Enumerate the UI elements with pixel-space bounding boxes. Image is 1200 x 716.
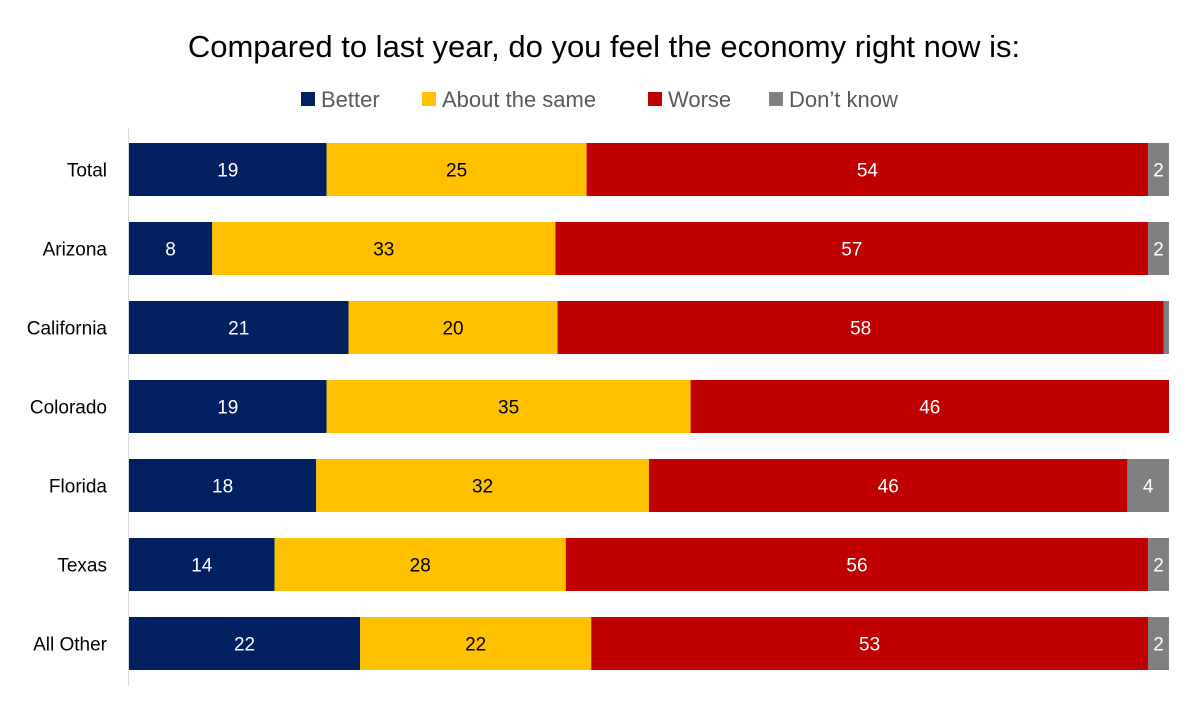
chart-title: Compared to last year, do you feel the e… [188,29,1020,64]
category-label: Arizona [43,240,108,261]
legend: Better About the same Worse Don’t know [301,87,898,112]
bar-row-texas: Texas 14 28 56 2 [57,538,1169,591]
data-label: 21 [228,319,249,340]
data-label: 57 [841,240,862,261]
bar-row-california: California 21 20 58 [27,301,1169,354]
data-label: 2 [1153,635,1164,656]
data-label: 2 [1153,556,1164,577]
data-label: 54 [857,161,879,182]
bar-segment-about-the-same [316,459,649,512]
bar-segment-better [129,459,317,512]
legend-label: Better [321,87,380,112]
data-label: 25 [446,161,467,182]
bar-segment-don-t-know [1148,143,1169,196]
data-label: 18 [212,477,233,498]
bar-segment-worse [565,538,1149,591]
bar-segment-about-the-same [348,301,558,354]
legend-item-worse: Worse [648,87,731,112]
data-label: 22 [465,635,486,656]
legend-item-better: Better [301,87,380,112]
legend-item-don-t-know: Don’t know [769,87,898,112]
category-label: All Other [33,635,108,656]
bar-row-colorado: Colorado 19 35 46 [30,380,1169,433]
bar-segment-better [129,617,361,670]
category-label: Colorado [30,398,107,419]
bar-segment-worse [690,380,1169,433]
bar-segment-worse [591,617,1148,670]
bar-segment-don-t-know [1148,538,1169,591]
bar-segment-worse [586,143,1149,196]
legend-item-about-the-same: About the same [422,87,596,112]
data-label: 32 [472,477,493,498]
bar-segment-about-the-same [212,222,556,275]
data-label: 56 [846,556,867,577]
bar-segment-don-t-know [1148,222,1169,275]
bar-row-all-other: All Other 22 22 53 2 [33,617,1169,670]
data-label: 46 [878,477,899,498]
data-label: 20 [442,319,463,340]
legend-swatch [648,92,662,106]
bar-segment-worse [649,459,1128,512]
bar-segment-better [129,301,349,354]
bar-segment-about-the-same [360,617,592,670]
legend-label: Worse [668,87,731,112]
bar-segment-better [129,143,327,196]
bar-row-arizona: Arizona 8 33 57 2 [43,222,1169,275]
data-label: 46 [919,398,940,419]
bar-segment-don-t-know [1163,301,1169,354]
bar-segment-don-t-know [1147,617,1169,670]
category-label: Total [67,161,107,182]
legend-label: About the same [442,87,596,112]
legend-swatch [301,92,315,106]
data-label: 19 [217,398,238,419]
bar-segment-worse [557,301,1164,354]
bar-segment-better [129,222,213,275]
bar-segment-don-t-know [1127,459,1169,512]
category-label: Texas [57,556,107,577]
data-label: 22 [234,635,255,656]
bar-segment-better [129,538,275,591]
legend-label: Don’t know [789,87,898,112]
bar-row-florida: Florida 18 32 46 4 [49,459,1169,512]
bar-row-total: Total 19 25 54 2 [67,143,1169,196]
category-label: California [27,319,108,340]
category-label: Florida [49,477,108,498]
legend-swatch [422,92,436,106]
data-label: 4 [1143,477,1154,498]
data-label: 58 [850,319,871,340]
bar-segment-about-the-same [326,380,691,433]
data-label: 19 [217,161,238,182]
bar-segment-about-the-same [274,538,566,591]
bars-group: Total 19 25 54 2 Arizona 8 33 57 2 California 21 20 5… [27,143,1169,670]
data-label: 33 [373,240,394,261]
data-label: 8 [165,240,176,261]
data-label: 2 [1153,161,1164,182]
legend-swatch [769,92,783,106]
data-label: 35 [498,398,519,419]
data-label: 2 [1153,240,1164,261]
data-label: 14 [191,556,213,577]
data-label: 28 [410,556,431,577]
bar-segment-worse [555,222,1149,275]
data-label: 53 [859,635,880,656]
bar-segment-about-the-same [326,143,587,196]
bar-segment-better [129,380,327,433]
